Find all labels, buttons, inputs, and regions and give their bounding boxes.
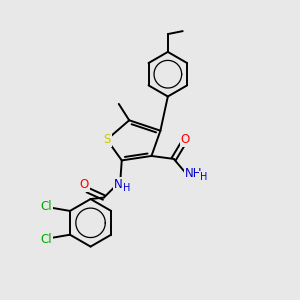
Text: O: O — [180, 133, 190, 146]
Text: H: H — [200, 172, 207, 182]
Text: Cl: Cl — [40, 233, 52, 246]
Text: H: H — [123, 183, 130, 193]
Text: NH: NH — [184, 167, 202, 180]
Text: O: O — [80, 178, 88, 191]
Text: N: N — [113, 178, 122, 191]
Text: Cl: Cl — [40, 200, 52, 213]
Text: S: S — [103, 133, 111, 146]
